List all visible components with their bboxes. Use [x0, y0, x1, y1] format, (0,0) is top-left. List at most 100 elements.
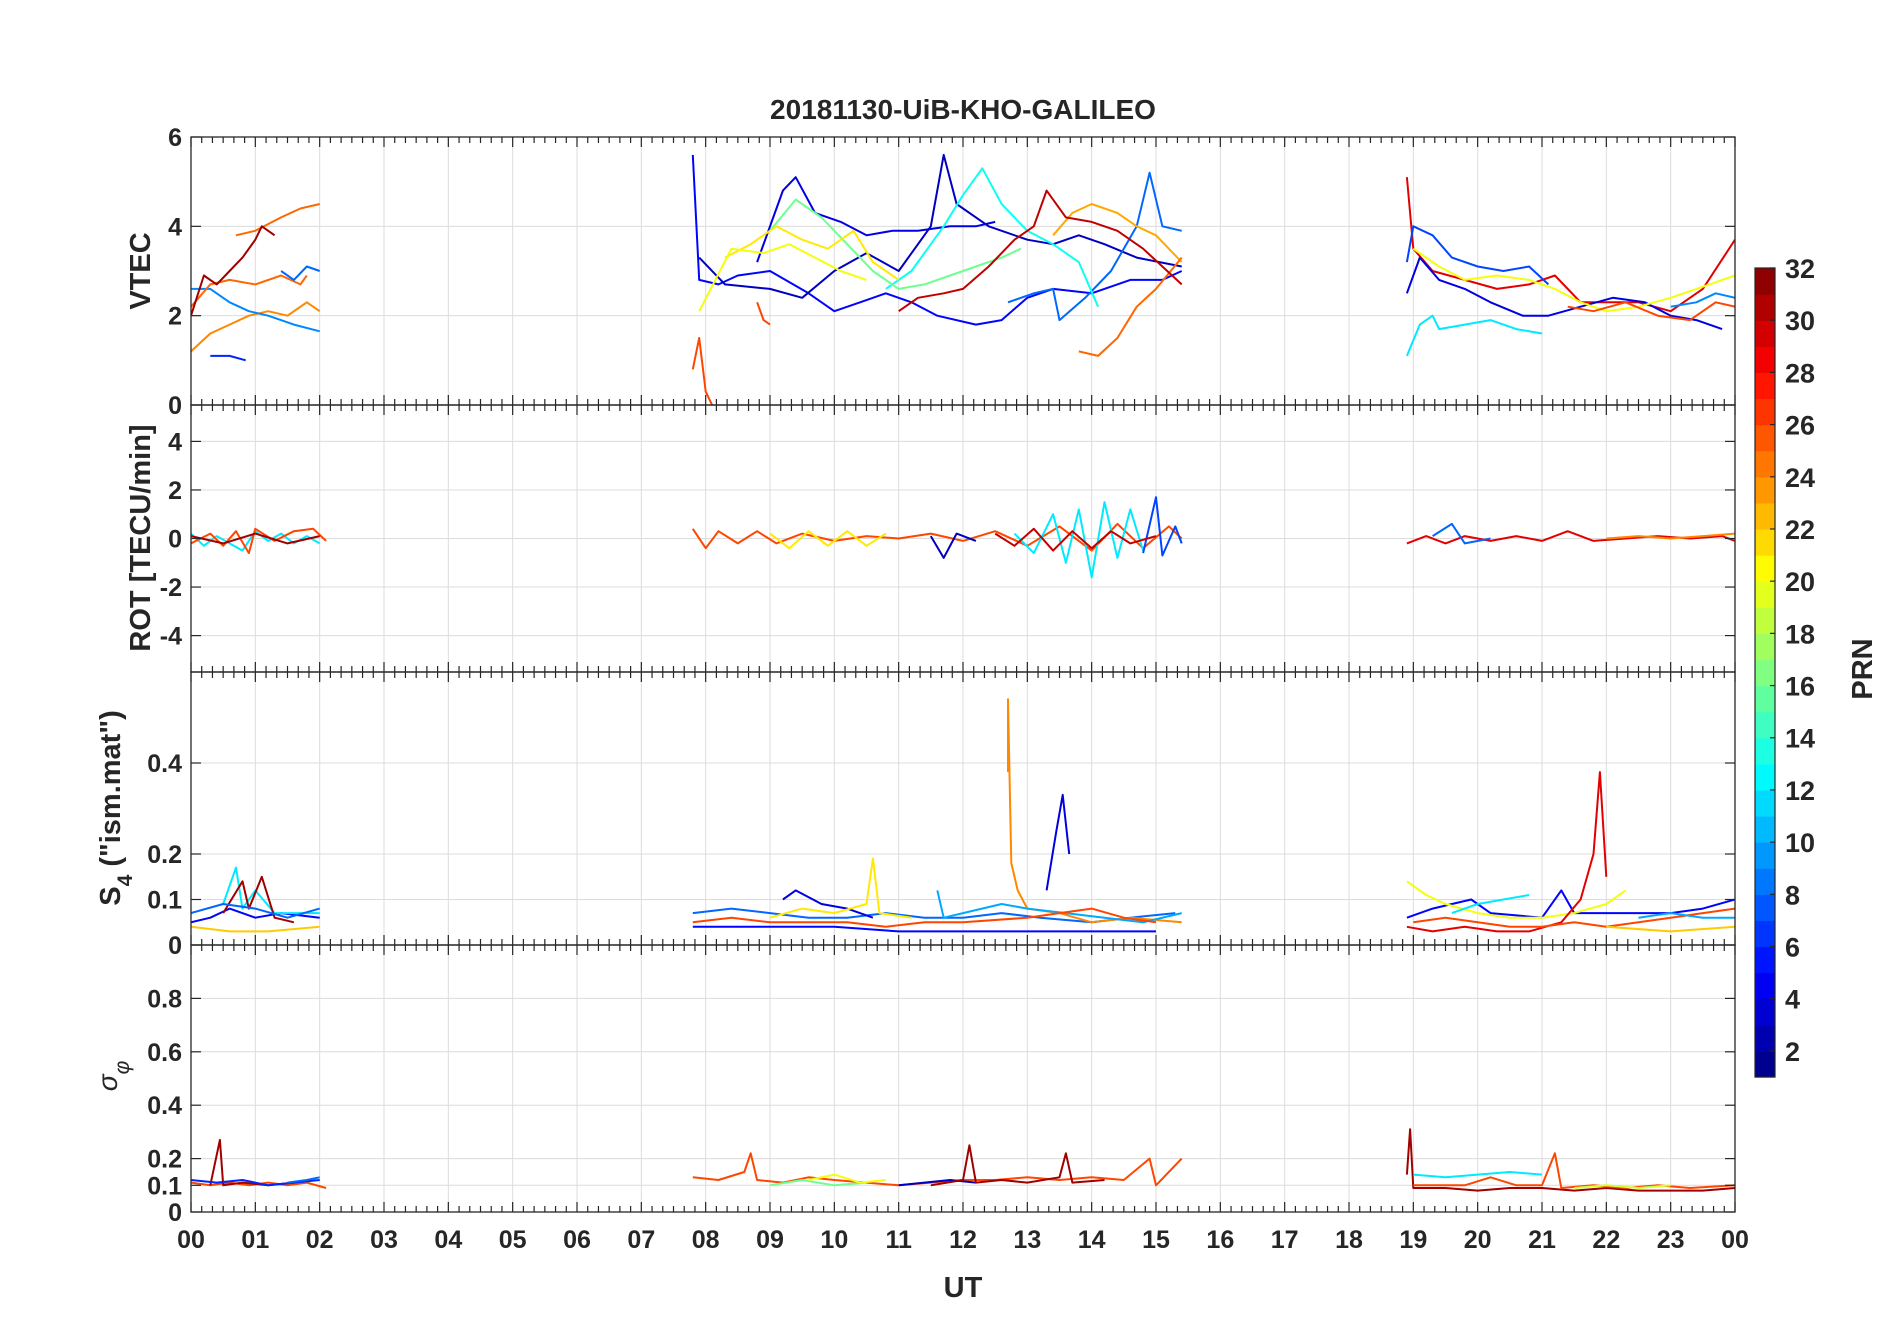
rot-axis-label: ROT [TECU/min] — [125, 424, 157, 651]
x-tick-label: 06 — [563, 1226, 591, 1254]
colorbar-swatch — [1755, 398, 1775, 426]
x-tick-label: 03 — [370, 1226, 398, 1254]
colorbar-swatch — [1755, 320, 1775, 347]
colorbar-swatch — [1755, 789, 1775, 817]
sigma_phi-y-tick-label: 0.8 — [147, 985, 182, 1013]
colorbar-swatch — [1755, 633, 1775, 661]
vtec-y-tick-label: 6 — [168, 124, 182, 152]
sigma_phi-y-tick-label: 0 — [168, 1199, 182, 1227]
rot-y-tick-label: 0 — [168, 526, 182, 554]
colorbar-swatch — [1755, 346, 1775, 373]
rot-series-prn-30-seg-7-0 — [994, 527, 1157, 552]
s4-series-prn-26-seg-12-0 — [692, 907, 1157, 928]
rot-series-group — [191, 496, 1735, 579]
colorbar-swatch — [1755, 842, 1775, 869]
x-tick-label: 19 — [1399, 1226, 1427, 1254]
rot-series-prn-26-seg-1-0 — [191, 527, 327, 555]
sigma_phi-series-prn-16-seg-5-0 — [769, 1179, 867, 1187]
colorbar-swatch — [1755, 894, 1775, 922]
x-tick-label: 00 — [177, 1226, 205, 1254]
s4-series-prn-4-seg-9-0 — [1045, 793, 1071, 891]
sigma_phi-y-tick-label: 0.4 — [147, 1092, 182, 1120]
colorbar-swatch — [1755, 737, 1775, 765]
x-tick-label: 11 — [885, 1226, 912, 1254]
colorbar-swatch — [1755, 1050, 1775, 1078]
rot-series-prn-8-seg-10-0 — [1432, 522, 1491, 545]
x-tick-label: 22 — [1592, 1226, 1620, 1254]
colorbar-tick-label: 22 — [1785, 515, 1815, 545]
s4-series-prn-31-seg-2-0 — [222, 875, 295, 924]
colorbar-tick-label: 14 — [1785, 724, 1815, 754]
colorbar-label: PRN — [1847, 638, 1879, 699]
x-tick-label: 01 — [241, 1226, 269, 1254]
colorbar-swatch — [1755, 476, 1775, 504]
rot-series-prn-24-seg-11-0 — [1606, 532, 1735, 540]
sigma_phi-series-prn-31-seg-8-0 — [930, 1144, 1105, 1187]
x-tick-label: 04 — [434, 1226, 462, 1254]
s4-series-prn-20-seg-14-0 — [1406, 880, 1627, 919]
x-tick-label: 05 — [499, 1226, 527, 1254]
sigma_phi-series-prn-20-seg-6-0 — [808, 1173, 886, 1184]
vtec-y-tick-label: 4 — [168, 213, 182, 241]
colorbar-swatch — [1755, 816, 1775, 843]
rot-series-prn-3-seg-8-0 — [929, 532, 977, 559]
vtec-series-prn-13-seg-10-0 — [885, 167, 1100, 308]
panel-sigma_phi: 00.10.2 0.4 0.6 0.8 — [147, 944, 1736, 1227]
s4-series-prn-10-seg-18-0 — [1638, 912, 1735, 919]
vtec-series-group — [191, 153, 1735, 405]
x-tick-label: 17 — [1271, 1226, 1299, 1254]
colorbar-tick-label: 24 — [1785, 463, 1815, 493]
colorbar-tick-label: 10 — [1785, 828, 1815, 858]
x-tick-label: 14 — [1078, 1226, 1106, 1254]
colorbar-tick-label: 2 — [1785, 1037, 1800, 1067]
colorbar-swatch — [1755, 711, 1775, 739]
s4-series-prn-8-seg-4-0 — [191, 903, 320, 919]
vtec-series-prn-26-seg-23-0 — [1567, 301, 1735, 322]
x-tick-labels: 00 01 02 03 04 05 06 07 08 09 10 11 12 13 14 15 16 17 18 19… — [177, 1226, 1749, 1254]
rot-series-prn-26-seg-3-0 — [691, 522, 1183, 552]
colorbar-tick-label: 26 — [1785, 411, 1815, 441]
sigma_phi-series-prn-19-seg-12-0 — [1574, 1184, 1671, 1189]
panel-s4: 0 0.1 0.2 0.4 — [147, 671, 1736, 960]
colorbar-tick-label: 8 — [1785, 880, 1800, 910]
x-tick-label: 07 — [627, 1226, 655, 1254]
colorbar-swatch — [1755, 685, 1775, 713]
sigma_phi-series-prn-31-seg-9-0 — [1405, 1128, 1735, 1192]
vtec-series-prn-23-seg-14-0 — [1052, 203, 1183, 263]
vtec-series-prn-8-seg-5-0 — [280, 265, 321, 281]
s4-series-group — [191, 698, 1735, 933]
sigma_phi-y-tick-label: 0.6 — [147, 1039, 182, 1067]
panel-vtec: 0 2 4 6 — [168, 124, 1736, 420]
colorbar-swatch — [1755, 450, 1775, 478]
x-tick-label: 12 — [949, 1226, 977, 1254]
colorbar-tick-label: 20 — [1785, 567, 1815, 597]
s4-series-prn-22-seg-3-0 — [191, 925, 320, 933]
vtec-axis-label: VTEC — [125, 232, 157, 309]
colorbar-swatch — [1755, 946, 1775, 974]
x-tick-label: 09 — [756, 1226, 784, 1254]
vtec-series-prn-31-seg-4-0 — [191, 225, 276, 317]
vtec-series-prn-4-seg-8-0 — [756, 176, 996, 263]
colorbar-tick-label: 6 — [1785, 933, 1800, 963]
colorbar-tick-label: 18 — [1785, 619, 1815, 649]
x-tick-label: 23 — [1657, 1226, 1685, 1254]
colorbar-swatch — [1755, 972, 1775, 1000]
colorbar-swatch — [1755, 372, 1775, 400]
x-tick-label: 02 — [306, 1226, 334, 1254]
colorbar-swatch — [1755, 607, 1775, 634]
s4-series-prn-4-seg-7-0 — [782, 889, 874, 919]
s4-y-tick-label: 0.1 — [147, 887, 182, 915]
s4-y-tick-label: 0.4 — [147, 750, 182, 778]
colorbar-swatch — [1755, 659, 1775, 687]
sigma_phi-series-prn-12-seg-10-0 — [1413, 1171, 1543, 1179]
vtec-series-prn-7-seg-20-0 — [1405, 225, 1550, 286]
sigma_phi-series-prn-6-seg-2-0 — [191, 1179, 320, 1187]
colorbar-tick-label: 32 — [1785, 254, 1815, 284]
colorbar-tick-label: 4 — [1785, 985, 1800, 1015]
sigma_phi-y-tick-label: 0.2 — [147, 1146, 182, 1174]
rot-y-tick-label: 4 — [168, 428, 182, 456]
vtec-series-prn-25-seg-3-0 — [191, 274, 308, 308]
colorbar-swatch — [1755, 502, 1775, 530]
